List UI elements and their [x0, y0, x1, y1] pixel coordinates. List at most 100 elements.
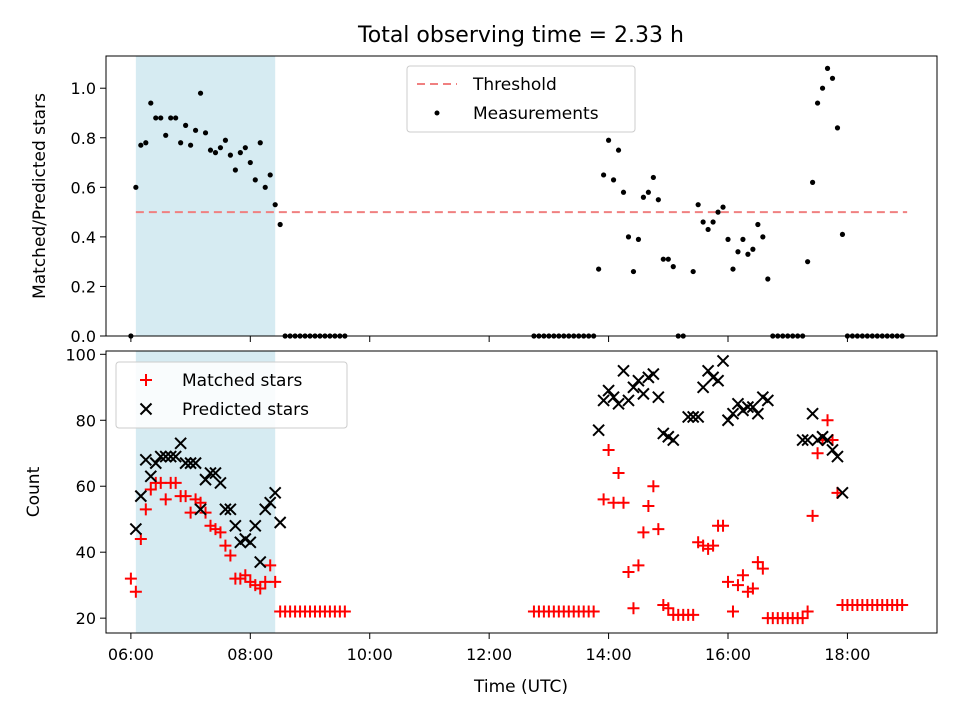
- measurement-point: [725, 236, 731, 242]
- measurement-point: [605, 137, 612, 143]
- predicted-star-point: [209, 466, 222, 480]
- matched-star-point: [622, 565, 635, 578]
- predicted-star-point: [273, 516, 287, 529]
- measurement-point: [735, 249, 741, 255]
- matched-star-point: [129, 585, 142, 598]
- matched-star-point: [159, 493, 172, 506]
- matched-star-point: [736, 569, 749, 582]
- predicted-star-point: [159, 450, 172, 463]
- predicted-star-point: [174, 437, 187, 450]
- predicted-star-point: [652, 390, 665, 404]
- matched-star-point: [707, 539, 720, 552]
- predicted-star-point: [741, 400, 755, 414]
- matched-star-point: [806, 509, 819, 522]
- matched-star-point: [338, 605, 351, 618]
- matched-star-point: [214, 526, 227, 539]
- predicted-star-point: [144, 470, 157, 483]
- measurement-point: [730, 266, 736, 272]
- measurement-point: [596, 266, 602, 272]
- predicted-star-point: [751, 407, 765, 420]
- measurement-point: [158, 115, 164, 121]
- measurement-point: [695, 202, 701, 208]
- matched-star-point: [637, 526, 650, 539]
- measurement-point: [615, 147, 622, 153]
- matched-star-point: [642, 500, 655, 513]
- x-tick-label: 12:00: [466, 645, 512, 664]
- measurement-point: [217, 145, 224, 151]
- matched-star-point: [811, 447, 824, 460]
- measurement-point: [620, 189, 627, 195]
- predicted-star-point: [259, 503, 272, 516]
- measurement-point: [133, 184, 139, 190]
- measurement-point: [814, 100, 821, 106]
- measurement-point: [138, 142, 144, 148]
- measurement-point: [805, 259, 811, 265]
- matched-star-point: [647, 480, 660, 493]
- predicted-star-point: [612, 397, 625, 410]
- predicted-star-point: [667, 433, 680, 447]
- matched-star-point: [717, 519, 730, 532]
- measurement-point: [237, 150, 243, 156]
- matched-star-point: [746, 582, 759, 595]
- measurement-point: [197, 90, 204, 96]
- predicted-star-point: [716, 354, 730, 368]
- predicted-star-point: [244, 536, 257, 549]
- predicted-star-point: [647, 367, 660, 381]
- measurement-point: [227, 152, 234, 158]
- predicted-star-point: [796, 433, 809, 447]
- predicted-star-point: [637, 387, 650, 401]
- top-y-axis-label: Matched/Predicted stars: [30, 93, 50, 299]
- predicted-star-point: [194, 503, 207, 516]
- matched-star-point: [144, 483, 157, 496]
- measurement-point: [277, 221, 283, 228]
- measurement-point: [601, 172, 607, 178]
- predicted-star-point: [731, 397, 745, 410]
- predicted-star-point: [592, 423, 605, 437]
- measurement-point: [610, 177, 617, 183]
- matched-star-point: [751, 556, 764, 569]
- measurement-point: [750, 246, 756, 252]
- predicted-star-point: [691, 410, 705, 424]
- top-y-tick-label: 0.0: [71, 327, 96, 346]
- top-highlight-span: [135, 56, 276, 336]
- measurement-point: [207, 147, 214, 153]
- predicted-star-point: [204, 466, 217, 480]
- predicted-star-point: [602, 384, 615, 397]
- matched-star-point: [239, 569, 252, 582]
- x-tick-label: 08:00: [227, 645, 273, 664]
- top-legend: Threshold Measurements: [406, 65, 636, 133]
- bottom-plot-frame: [105, 350, 938, 634]
- predicted-star-point: [696, 381, 710, 394]
- bottom-legend-box: [115, 361, 348, 429]
- bottom-predicted-layer: [129, 354, 849, 569]
- matched-star-point: [731, 579, 744, 592]
- matched-legend-swatch: [140, 374, 152, 386]
- predicted-star-point: [821, 433, 834, 447]
- predicted-star-point: [224, 503, 237, 516]
- predicted-star-point: [264, 496, 277, 509]
- matched-star-point: [199, 506, 212, 519]
- matched-star-point: [224, 549, 237, 562]
- measurement-point: [257, 140, 263, 146]
- measurements-legend-label: Measurements: [473, 104, 599, 124]
- measurement-point: [247, 159, 253, 166]
- top-panel: 0.0 0.2 0.4 0.6 0.8 1.0 Matched/Predicted sta…: [30, 55, 938, 346]
- figure-title: Total observing time = 2.33 h: [357, 23, 684, 48]
- predicted-star-point: [826, 443, 839, 457]
- matched-star-point: [821, 414, 834, 427]
- top-points-layer: [128, 65, 905, 339]
- x-tick-label: 06:00: [108, 645, 154, 664]
- measurement-point: [710, 219, 716, 225]
- matched-star-point: [602, 443, 615, 456]
- matched-star-point: [796, 612, 809, 625]
- x-axis-label: Time (UTC): [473, 677, 568, 697]
- top-plot-frame: [105, 55, 938, 337]
- matched-star-point: [179, 490, 192, 503]
- predicted-star-point: [627, 381, 640, 394]
- matched-star-point: [627, 602, 640, 615]
- predicted-star-point: [219, 503, 232, 516]
- matched-star-point: [617, 496, 630, 509]
- matched-star-point: [219, 539, 232, 552]
- measurement-point: [715, 209, 721, 215]
- measurement-point: [829, 75, 836, 81]
